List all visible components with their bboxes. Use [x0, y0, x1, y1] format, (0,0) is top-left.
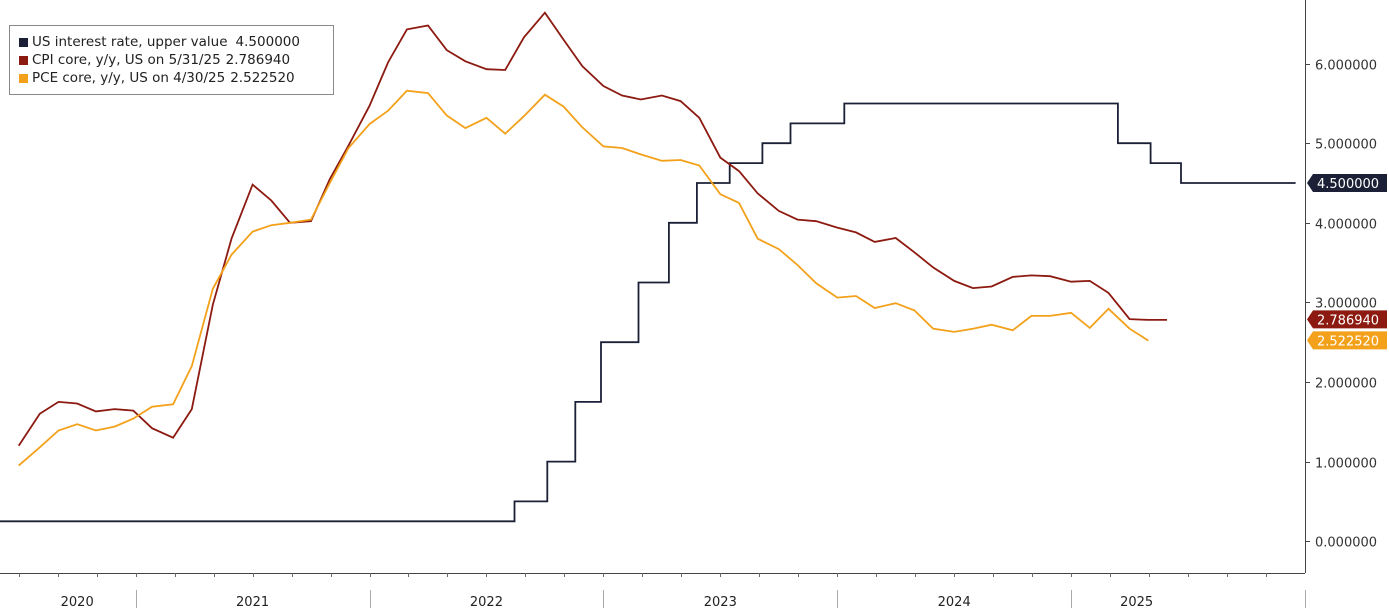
y-tick-label-5: 5.000000 [1315, 138, 1377, 153]
legend-item-pce: PCE core, y/y, US on 4/30/25 2.522520 [19, 69, 333, 87]
x-year-label-3: 2023 [704, 595, 737, 609]
legend-item-cpi: CPI core, y/y, US on 5/31/25 2.786940 [19, 51, 333, 69]
y-tick-label-6: 6.000000 [1315, 59, 1377, 74]
x-year-label-2: 2022 [470, 595, 503, 609]
legend-value-cpi: 2.786940 [225, 52, 291, 68]
x-year-label-1: 2021 [236, 595, 269, 609]
x-year-label-4: 2024 [938, 595, 971, 609]
y-tick-label-1: 1.000000 [1315, 457, 1377, 472]
y-tick-label-3: 3.000000 [1315, 297, 1377, 312]
last-value-tag-1 [1307, 310, 1387, 329]
legend-swatch-rate [19, 37, 28, 47]
series-line-2 [18, 89, 1149, 467]
legend-label-pce: PCE core, y/y, US on 4/30/25 [32, 70, 226, 86]
legend: US interest rate, upper value 4.500000 C… [9, 25, 334, 95]
last-value-tag-label-2: 2.522520 [1317, 334, 1379, 349]
legend-label-rate: US interest rate, upper value [32, 34, 228, 50]
series-line-0 [0, 102, 1296, 523]
y-tick-label-2: 2.000000 [1315, 377, 1377, 392]
x-year-label-5: 2025 [1120, 595, 1153, 609]
legend-item-rate: US interest rate, upper value 4.500000 [19, 33, 333, 51]
legend-value-rate: 4.500000 [235, 34, 300, 50]
last-value-tag-label-1: 2.786940 [1317, 313, 1379, 328]
last-value-tags: 4.500000 2.786940 2.522520 [1307, 174, 1387, 350]
legend-swatch-cpi [19, 55, 28, 65]
last-value-tag-2 [1307, 331, 1387, 350]
series-lines [0, 11, 1296, 523]
legend-swatch-pce [19, 73, 28, 83]
last-value-tag-label-0: 4.500000 [1317, 177, 1379, 192]
x-year-label-0: 2020 [61, 595, 94, 609]
series-line-1 [17, 11, 1167, 447]
legend-value-pce: 2.522520 [230, 70, 295, 86]
legend-label-cpi: CPI core, y/y, US on 5/31/25 [32, 52, 221, 68]
y-tick-label-0: 0.000000 [1315, 536, 1377, 551]
y-tick-label-4: 4.000000 [1315, 218, 1377, 233]
last-value-tag-0 [1307, 174, 1387, 193]
